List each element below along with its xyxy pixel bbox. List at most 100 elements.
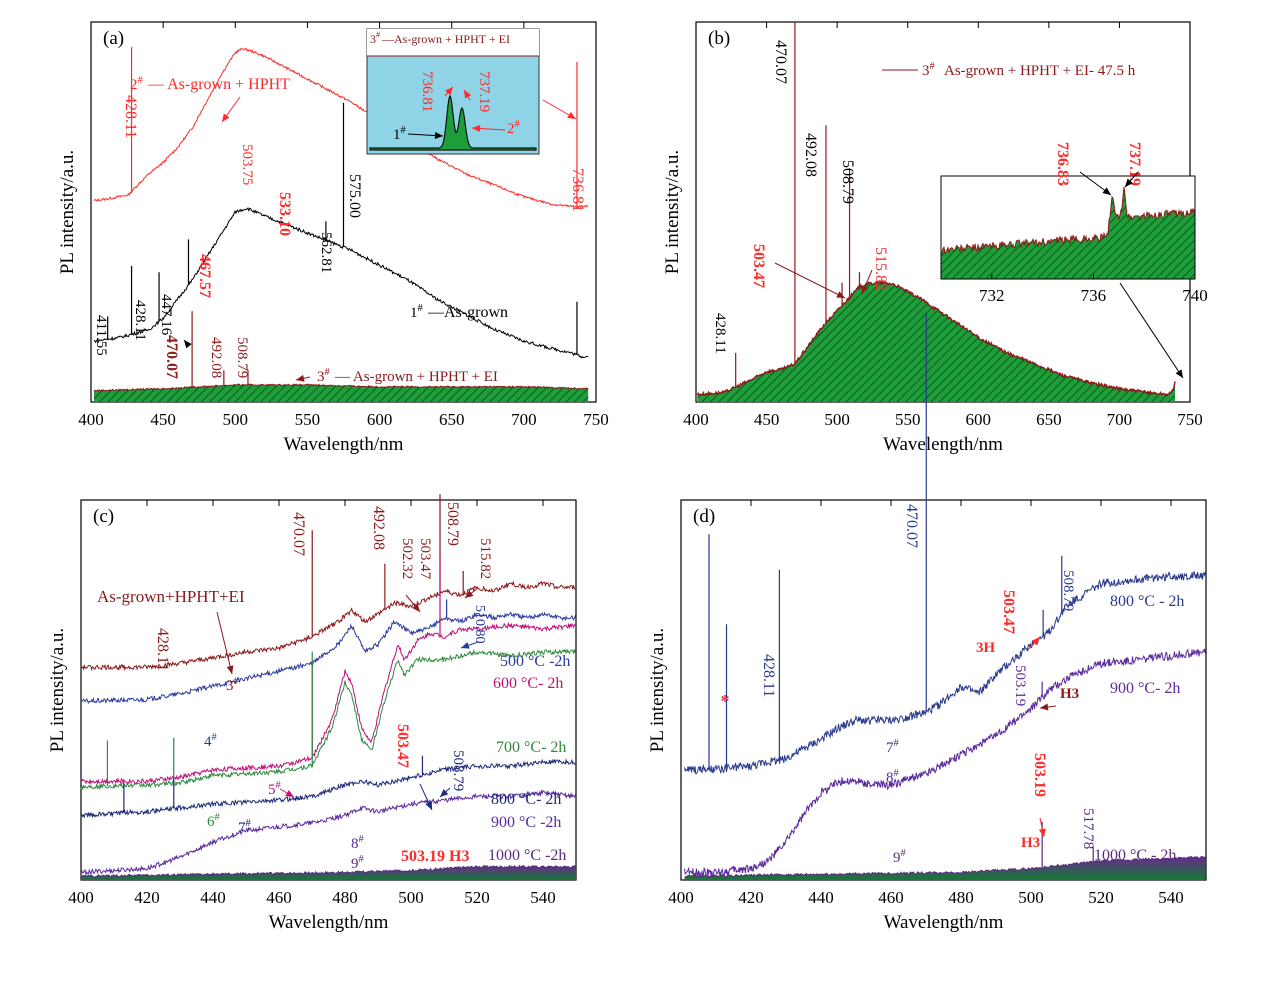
- x-tick-label: 440: [808, 888, 834, 907]
- annotation: 492.08: [802, 133, 819, 177]
- arrow: [405, 594, 421, 613]
- annotation: 508.79: [450, 750, 466, 791]
- label-sup: #: [359, 854, 365, 865]
- label-sup: #: [894, 768, 900, 779]
- series-line: [93, 47, 589, 208]
- arrow: [463, 89, 472, 101]
- annotation: 510.80: [472, 605, 487, 644]
- label-part: 7: [238, 820, 246, 836]
- panel-b: 400 450 500 550 600 650 700 750 Wavelength/nm PL …: [662, 21, 1208, 455]
- label-sup: #: [246, 818, 252, 829]
- annotation: 467.57: [196, 254, 213, 298]
- arrow: [407, 132, 444, 140]
- label-part: 3: [370, 32, 376, 46]
- series-2: [93, 383, 589, 402]
- label-sup: #: [325, 367, 331, 378]
- panel-letter: (d): [693, 506, 715, 527]
- x-tick-label: 450: [754, 410, 780, 429]
- arrow: [1119, 282, 1184, 379]
- series-label-text: — As-grown + HPHT: [147, 76, 290, 93]
- label-sup: #: [215, 812, 221, 823]
- inset-tick-label: 732: [979, 286, 1005, 305]
- annotation: 508.79: [839, 160, 856, 204]
- label-sup: #: [930, 61, 936, 72]
- annotation: 508.79: [234, 337, 250, 378]
- series-line: [80, 611, 577, 705]
- label-sup: #: [212, 732, 218, 743]
- x-tick-label: 460: [266, 888, 292, 907]
- x-tick-label: 420: [134, 888, 160, 907]
- panel-a: 400 450 500 550 600 650 700 750 Wavelength/nm PL …: [57, 21, 609, 455]
- annotation: 428.11: [712, 313, 728, 354]
- annotation: 562.81: [318, 232, 334, 273]
- label-part: 4: [204, 734, 212, 750]
- arrow-head: [412, 603, 420, 612]
- series-label-text: 900 °C -2h: [491, 814, 561, 831]
- inset-spectrum: [940, 186, 1196, 280]
- y-axis-label: PL intensity/a.u.: [47, 628, 68, 752]
- x-tick-label: 480: [332, 888, 358, 907]
- panel-d: 400 420 440 460 480 500 520 540 Wavelength/nm PL …: [647, 313, 1207, 933]
- inset-legend-text: —As-grown + HPHT + EI: [381, 32, 510, 46]
- x-tick-label: 440: [200, 888, 226, 907]
- label-part: 2: [507, 121, 515, 137]
- x-tick-label: 400: [668, 888, 694, 907]
- arrow-head: [434, 132, 443, 140]
- series-label-text: 1000 °C - 2h: [1094, 847, 1176, 864]
- series-label: 8#: [351, 834, 365, 852]
- label-part: 7: [886, 740, 894, 756]
- inset-label: 737.19: [476, 71, 492, 112]
- x-tick-label: 520: [1088, 888, 1114, 907]
- arrow-head: [465, 590, 474, 598]
- x-axis-label: Wavelength/nm: [884, 912, 1004, 933]
- label-part: 1: [410, 305, 418, 321]
- series-10: [81, 580, 577, 672]
- annotation: 428.11: [760, 654, 777, 697]
- label-part: 3: [922, 63, 930, 79]
- label-part: 1: [393, 127, 401, 143]
- annotation: 428.11: [132, 300, 148, 341]
- arrow-head: [1040, 703, 1049, 711]
- annotation: 492.08: [208, 337, 224, 378]
- series-line: [80, 789, 577, 876]
- annotation: 492.08: [370, 506, 387, 550]
- annotation: 517.78: [1080, 808, 1096, 849]
- x-tick-label: 460: [878, 888, 904, 907]
- arrow: [1027, 636, 1041, 651]
- arrow: [216, 611, 234, 675]
- annotation: 470.07: [290, 512, 307, 556]
- label-sup: #: [234, 676, 240, 687]
- series-area: [93, 384, 589, 402]
- x-tick-label: 420: [738, 888, 764, 907]
- annotation: 533.10: [276, 192, 293, 236]
- label-sup: #: [894, 738, 900, 749]
- x-tick-label: 540: [530, 888, 556, 907]
- label-sup: #: [276, 780, 282, 791]
- panel-c: 400 420 440 460 480 500 520 540 Wavelength/nm PL …: [47, 494, 577, 933]
- label-part: 8: [886, 770, 894, 786]
- series-21: [684, 648, 1206, 879]
- series-label: 7#: [886, 738, 900, 756]
- arrow: [279, 788, 295, 798]
- inset-label: 2#: [507, 119, 521, 137]
- arrow: [1039, 703, 1057, 711]
- series-line: [80, 621, 577, 786]
- legend-text: As-grown + HPHT + EI- 47.5 h: [944, 63, 1136, 79]
- annotation: H3: [1021, 835, 1040, 851]
- y-axis-label: PL intensity/a.u.: [662, 150, 683, 274]
- series-area: [697, 281, 1175, 402]
- series-label: 2#: [130, 75, 144, 93]
- arrow: [444, 86, 454, 97]
- annotation: 503.47: [750, 244, 767, 288]
- x-tick-label: 450: [150, 410, 176, 429]
- x-tick-label: 650: [439, 410, 465, 429]
- arrow: [1079, 171, 1112, 196]
- y-axis-label: PL intensity/a.u.: [647, 628, 668, 752]
- arrow: [439, 787, 451, 798]
- series-line: [81, 580, 577, 672]
- series-0: [93, 47, 589, 208]
- x-tick-label: 400: [78, 410, 104, 429]
- annotation: 470.07: [772, 40, 789, 84]
- panel-letter: (b): [708, 28, 730, 49]
